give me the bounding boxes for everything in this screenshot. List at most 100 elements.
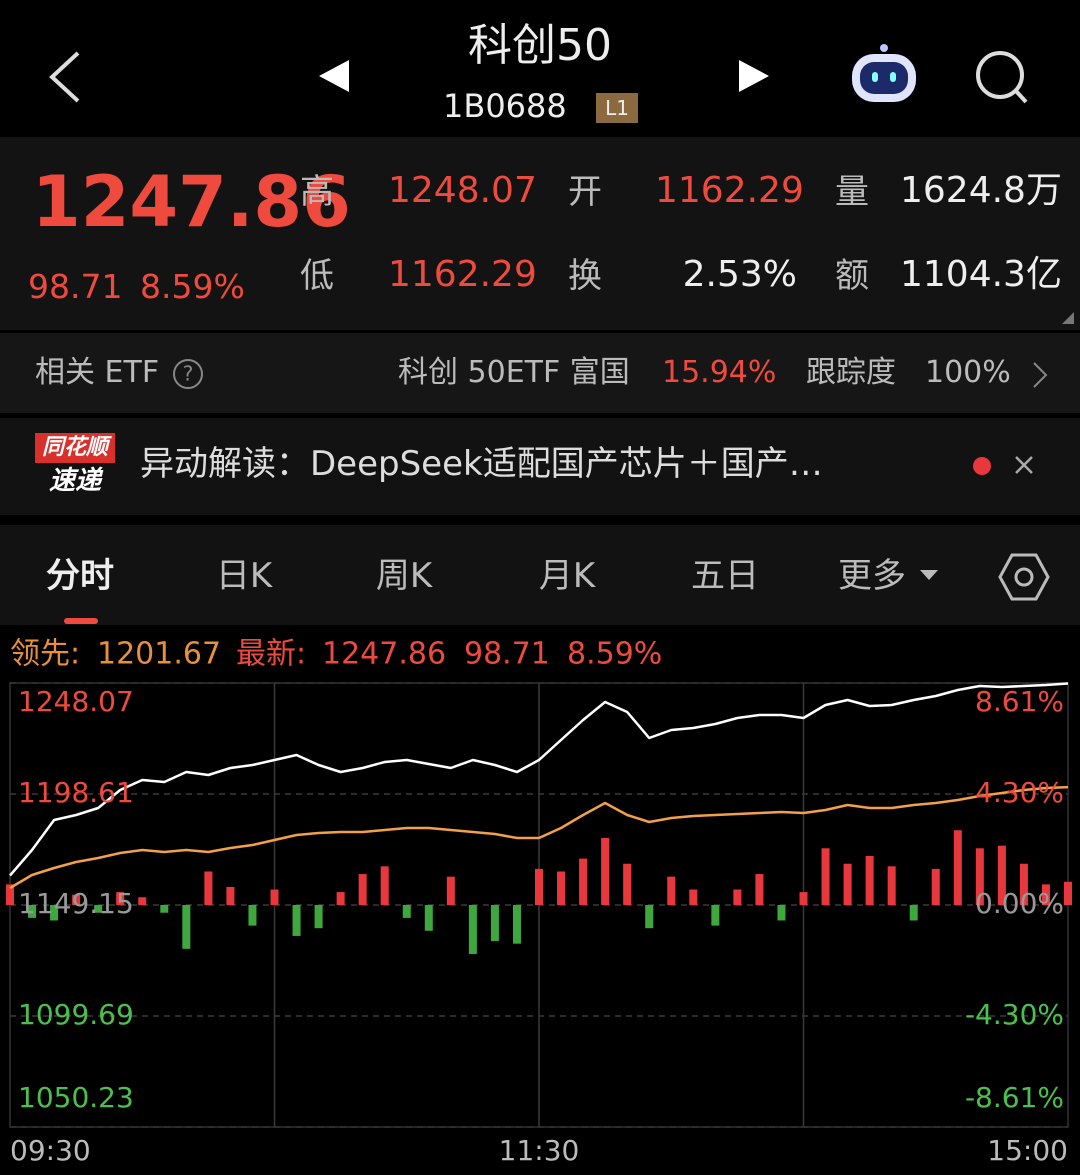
bar [292, 905, 301, 936]
next-button[interactable] [735, 58, 775, 94]
stat-value: 1104.3亿 [900, 254, 1062, 295]
x-tick-label: 11:30 [499, 1134, 580, 1167]
bar [579, 858, 588, 905]
expand-corner[interactable] [1060, 310, 1076, 326]
bar [314, 905, 323, 929]
bar [777, 905, 786, 921]
tab[interactable]: 更多 [838, 556, 906, 596]
price: 1247.86 [32, 161, 351, 243]
tracking-label: 跟踪度 [806, 355, 896, 390]
y2-tick-label: -4.30% [965, 998, 1064, 1031]
bar [336, 892, 345, 905]
bar [512, 905, 521, 944]
bar [711, 905, 720, 926]
news-badge-top: 同花顺 [35, 433, 115, 463]
bar [358, 874, 367, 905]
bar [953, 830, 962, 905]
bar [733, 889, 742, 905]
news-row[interactable]: 同花顺 速递 异动解读：DeepSeek适配国产芯片＋国产… [0, 418, 1080, 515]
search-button[interactable] [970, 48, 1034, 108]
stat-label: 高 [300, 172, 334, 212]
bar [667, 876, 676, 905]
assistant-icon[interactable] [846, 40, 922, 108]
legend-lead-label: 领先: [10, 637, 80, 672]
legend-change: 98.71 [464, 637, 550, 672]
legend-latest: 1247.86 [322, 637, 446, 672]
tab[interactable]: 周K [375, 556, 433, 596]
bar [72, 894, 81, 905]
bar [380, 866, 389, 905]
stat-label: 换 [568, 256, 602, 296]
bar [270, 889, 279, 905]
bar [50, 905, 59, 921]
tab[interactable]: 分时 [46, 556, 114, 596]
bar [94, 905, 103, 913]
etf-row[interactable]: 相关 ETF ? 科创 50ETF 富国 15.94% 跟踪度 100% [0, 333, 1080, 413]
bar [975, 848, 984, 905]
tab-underline [64, 618, 98, 624]
stat-value: 1162.29 [655, 170, 804, 211]
y2-tick-label: -8.61% [965, 1081, 1064, 1114]
etf-name: 科创 50ETF 富国 [398, 355, 630, 390]
bar [645, 905, 654, 929]
title: 科创50 [468, 20, 612, 71]
dropdown-arrow [920, 570, 938, 580]
stat-label: 额 [835, 256, 869, 296]
stat-value: 1624.8万 [900, 170, 1062, 211]
legend-latest-label: 最新: [236, 637, 306, 672]
stat-value: 1248.07 [388, 170, 537, 211]
etf-label: 相关 ETF [35, 355, 160, 390]
bar [424, 905, 433, 931]
code: 1B0688 [443, 87, 567, 125]
bar [931, 868, 940, 905]
y-tick-label: 1198.61 [18, 776, 134, 809]
tracking-value: 100% [925, 355, 1011, 390]
stat-label: 低 [300, 256, 334, 296]
prev-button[interactable] [315, 58, 355, 94]
y2-tick-label: 4.30% [975, 776, 1064, 809]
news-badge-bottom: 速递 [48, 466, 101, 496]
intraday-chart: 领先: 1201.67 最新: 1247.86 98.71 8.59% 1248… [6, 637, 1072, 1167]
bar [116, 892, 125, 905]
back-button[interactable] [40, 45, 90, 109]
bar [160, 905, 169, 913]
y-tick-label: 1099.69 [18, 998, 134, 1031]
x-tick-label: 09:30 [10, 1134, 91, 1167]
bar [997, 845, 1006, 905]
bar [799, 892, 808, 905]
y2-tick-label: 8.61% [975, 685, 1064, 718]
change: 98.71 [28, 267, 123, 306]
legend-change-pct: 8.59% [567, 637, 662, 672]
y-tick-label: 1149.15 [18, 887, 134, 920]
tab[interactable]: 五日 [691, 556, 759, 596]
bar [909, 905, 918, 921]
price-line [9, 785, 1069, 890]
bar [182, 905, 191, 949]
bar [28, 905, 37, 918]
news-controls[interactable] [970, 453, 1050, 479]
etf-change: 15.94% [662, 355, 777, 390]
bar [1041, 884, 1050, 905]
bar [226, 886, 235, 905]
y-tick-label: 1050.23 [18, 1081, 134, 1114]
help-icon[interactable]: ? [172, 358, 204, 390]
x-tick-label: 15:00 [987, 1134, 1068, 1167]
bar [843, 863, 852, 905]
top-bar: 科创50 1B0688 L1 [0, 0, 1080, 137]
tab[interactable]: 月K [538, 556, 596, 596]
tab[interactable]: 日K [215, 556, 273, 596]
bar [1064, 881, 1072, 905]
bar [887, 866, 896, 905]
settings-button[interactable] [998, 551, 1050, 603]
news-text: 异动解读：DeepSeek适配国产芯片＋国产… [140, 444, 823, 484]
stat-value: 1162.29 [388, 254, 537, 295]
bar [755, 874, 764, 905]
y2-tick-label: 0.00% [975, 887, 1064, 920]
bar [535, 868, 543, 905]
bar [468, 905, 477, 954]
bar [6, 884, 14, 905]
quote-panel: 1247.86 98.71 8.59% 高 1248.07 开 1162.29 … [0, 137, 1080, 330]
bar [865, 856, 874, 905]
bar [204, 871, 213, 905]
